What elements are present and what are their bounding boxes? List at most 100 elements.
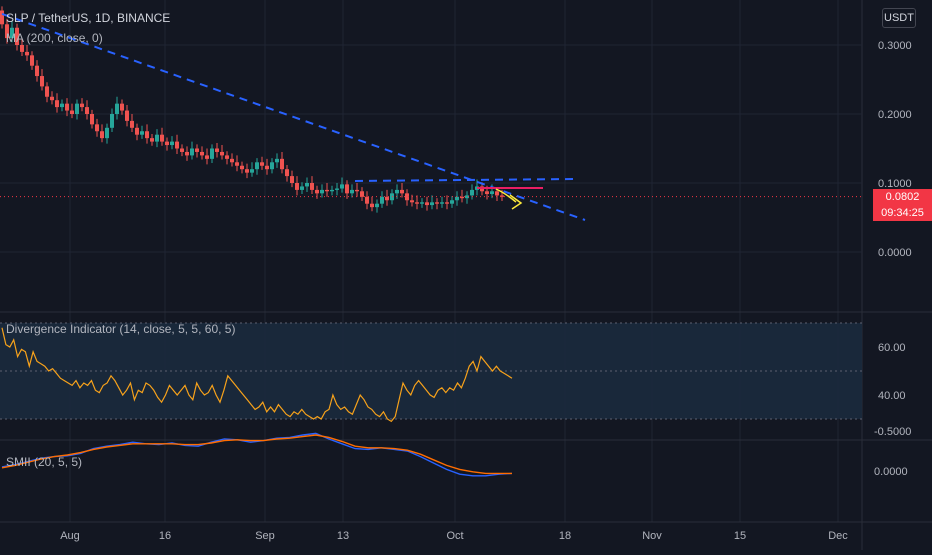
divergence-indicator-title[interactable]: Divergence Indicator (14, close, 5, 5, 6… <box>6 322 236 336</box>
candle-body <box>75 103 79 114</box>
time-axis-tick: Sep <box>255 530 275 542</box>
candle-body <box>325 189 329 192</box>
candle-body <box>245 169 249 173</box>
candle-body <box>140 131 144 135</box>
candle-body <box>320 189 324 194</box>
candle-body <box>420 202 424 204</box>
candle-body <box>170 141 174 146</box>
candle-body <box>20 45 24 52</box>
candle-body <box>355 189 359 192</box>
last-price-label: 0.0802 <box>873 189 932 205</box>
time-axis-tick: 15 <box>734 530 746 542</box>
candle-body <box>410 200 414 203</box>
candle-body <box>460 196 464 199</box>
rsi-axis-tick: 60.00 <box>878 342 906 354</box>
candle-body <box>310 183 314 190</box>
candle-body <box>385 196 389 201</box>
candle-body <box>145 131 149 139</box>
candle-body <box>90 114 94 125</box>
candle-body <box>185 151 189 156</box>
candle-body <box>315 189 319 194</box>
price-axis-tick: 0.3000 <box>878 40 912 52</box>
resistance-line <box>354 178 576 182</box>
candle-body <box>455 196 459 201</box>
smii-indicator-title[interactable]: SMII (20, 5, 5) <box>6 455 83 469</box>
candle-body <box>40 76 44 87</box>
candle-body <box>340 184 344 189</box>
candle-body <box>175 141 179 149</box>
candle-body <box>25 51 29 56</box>
candle-body <box>95 124 99 132</box>
candle-body <box>235 162 239 166</box>
symbol-title[interactable]: SLP / TetherUS, 1D, BINANCE <box>6 11 171 25</box>
candle-body <box>370 203 374 208</box>
price-axis-tick: 0.0000 <box>878 247 912 259</box>
candle-body <box>290 176 294 183</box>
candle-body <box>205 155 209 159</box>
candle-body <box>240 165 244 170</box>
price-axis-tick: 0.2000 <box>878 109 912 121</box>
candle-body <box>295 183 299 190</box>
candle-body <box>135 127 139 135</box>
price-axis-tick: 0.1000 <box>878 178 912 190</box>
candle-body <box>250 169 254 173</box>
candle-body <box>470 189 474 196</box>
candle-body <box>180 148 184 152</box>
rsi-line <box>1 327 513 423</box>
candle-body <box>105 127 109 139</box>
candle-body <box>160 134 164 142</box>
candle-body <box>425 202 429 206</box>
candle-body <box>70 110 74 114</box>
candle-body <box>275 158 279 163</box>
candle-body <box>350 189 354 194</box>
candle-body <box>400 189 404 194</box>
smii-line-slow <box>1 434 512 475</box>
candle-body <box>100 131 104 139</box>
arrow-head <box>509 194 523 210</box>
candle-body <box>150 138 154 142</box>
candle-body <box>115 103 119 114</box>
candle-body <box>285 169 289 177</box>
candle-body <box>120 103 124 111</box>
candle-body <box>50 96 54 101</box>
candle-body <box>110 114 114 128</box>
candle-body <box>375 203 379 208</box>
candle-body <box>365 196 369 204</box>
candle-body <box>230 158 234 163</box>
candle-body <box>5 24 9 39</box>
rsi-axis-tick: 40.00 <box>878 390 906 402</box>
candle-body <box>490 191 494 195</box>
candle-body <box>55 100 59 108</box>
candle-body <box>265 165 269 170</box>
candle-body <box>215 148 219 152</box>
candle-body <box>465 195 469 199</box>
candle-body <box>255 162 259 170</box>
candle-body <box>30 55 34 66</box>
smii-axis-tick: 0.0000 <box>874 466 908 478</box>
candle-body <box>125 110 129 121</box>
candle-body <box>445 202 449 204</box>
candle-body <box>10 27 14 39</box>
candle-body <box>495 191 499 196</box>
candle-body <box>225 155 229 159</box>
candle-body <box>300 186 304 190</box>
candle-body <box>85 107 89 114</box>
ma-indicator-title[interactable]: MA (200, close, 0) <box>6 31 103 45</box>
smii-axis-tick: -0.5000 <box>874 426 911 438</box>
candle-body <box>485 191 489 195</box>
currency-button[interactable]: USDT <box>882 8 916 28</box>
candle-body <box>280 158 284 170</box>
candle-body <box>440 202 444 204</box>
candle-body <box>330 189 334 192</box>
candle-body <box>305 183 309 187</box>
candle-body <box>360 191 364 197</box>
time-axis-tick: 18 <box>559 530 571 542</box>
candle-body <box>155 134 159 142</box>
candle-body <box>165 141 169 146</box>
candle-body <box>345 184 349 194</box>
candle-body <box>270 162 274 170</box>
descending-trendline <box>1 13 586 221</box>
candle-body <box>45 86 49 97</box>
